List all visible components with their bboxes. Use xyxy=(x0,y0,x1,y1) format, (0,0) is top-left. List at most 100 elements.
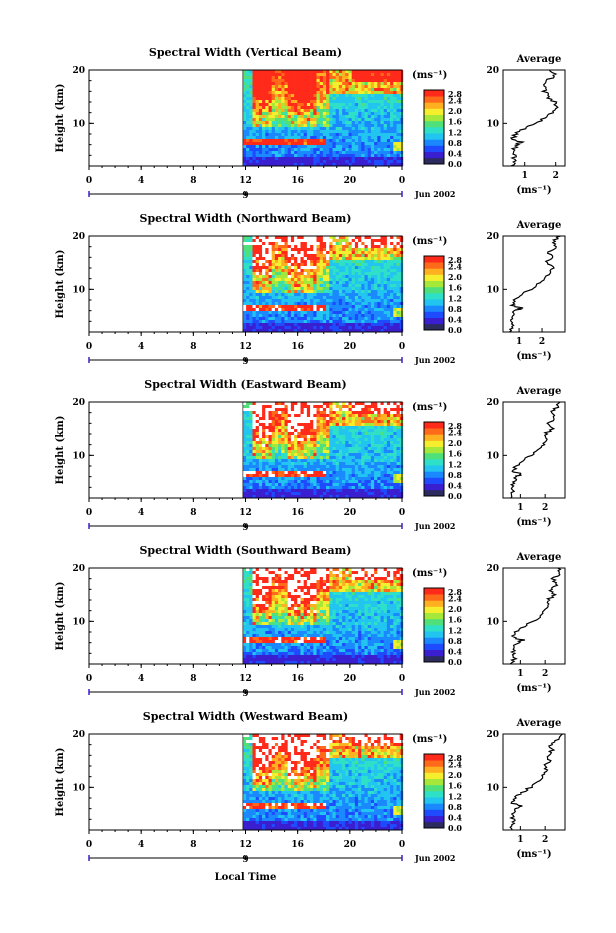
heatmap-cell xyxy=(278,438,282,441)
heatmap-cell xyxy=(333,290,337,293)
heatmap-cell xyxy=(349,88,353,91)
heatmap-cell xyxy=(397,492,401,495)
heatmap-cell xyxy=(333,242,337,245)
heatmap-cell xyxy=(259,471,263,474)
heatmap-cell xyxy=(358,311,362,314)
heatmap-cell xyxy=(329,127,333,130)
heatmap-cell xyxy=(400,245,404,248)
heatmap-cell xyxy=(291,450,295,453)
heatmap-cell xyxy=(243,260,247,263)
heatmap-cell xyxy=(301,483,305,486)
heatmap-cell xyxy=(249,79,253,82)
heatmap-cell xyxy=(249,160,253,163)
heatmap-cell xyxy=(397,91,401,94)
heatmap-cell xyxy=(259,85,263,88)
heatmap-cell xyxy=(333,91,337,94)
heatmap-cell xyxy=(361,133,365,136)
heatmap-cell xyxy=(393,311,397,314)
heatmap-cell xyxy=(336,263,340,266)
heatmap-cell xyxy=(272,447,276,450)
heatmap-cell xyxy=(320,242,324,245)
heatmap-cell xyxy=(285,492,289,495)
heatmap-cell xyxy=(313,405,317,408)
heatmap-cell xyxy=(393,290,397,293)
heatmap-cell xyxy=(297,145,301,148)
heatmap-cell xyxy=(329,76,333,79)
heatmap-cell xyxy=(336,278,340,281)
heatmap-cell xyxy=(281,142,285,145)
heatmap-cell xyxy=(246,471,250,474)
heatmap-cell xyxy=(361,290,365,293)
heatmap-cell xyxy=(291,103,295,106)
heatmap-cell xyxy=(333,130,337,133)
heatmap-cell xyxy=(323,429,327,432)
heatmap-cell xyxy=(390,456,394,459)
heatmap-cell xyxy=(323,130,327,133)
heatmap-cell xyxy=(345,263,349,266)
heatmap-cell xyxy=(288,296,292,299)
heatmap-cell xyxy=(400,314,404,317)
heatmap-cell xyxy=(307,308,311,311)
heatmap-cell xyxy=(393,296,397,299)
heatmap-cell xyxy=(317,115,321,118)
y-tick-label: 20 xyxy=(72,66,85,76)
heatmap-cell xyxy=(358,130,362,133)
heatmap-cell xyxy=(313,299,317,302)
heatmap-cell xyxy=(323,411,327,414)
heatmap-cell xyxy=(390,97,394,100)
heatmap-cell xyxy=(310,97,314,100)
heatmap-cell xyxy=(278,260,282,263)
heatmap-cell xyxy=(342,112,346,115)
heatmap-cell xyxy=(278,151,282,154)
heatmap-cell xyxy=(294,254,298,257)
heatmap-cell xyxy=(281,284,285,287)
heatmap-cell xyxy=(355,326,359,329)
y-tick-label: 20 xyxy=(72,232,85,242)
heatmap-cell xyxy=(326,251,330,254)
heatmap-cell xyxy=(358,293,362,296)
heatmap-cell xyxy=(339,73,343,76)
heatmap-cell xyxy=(390,486,394,489)
heatmap-cell xyxy=(329,290,333,293)
heatmap-cell xyxy=(355,112,359,115)
heatmap-cell xyxy=(272,438,276,441)
heatmap-cell xyxy=(246,429,250,432)
heatmap-cell xyxy=(288,429,292,432)
heatmap-cell xyxy=(336,314,340,317)
heatmap-cell xyxy=(265,489,269,492)
heatmap-cell xyxy=(275,453,279,456)
heatmap-cell xyxy=(288,450,292,453)
heatmap-cell xyxy=(294,139,298,142)
date-day-label: 9 xyxy=(242,191,248,201)
heatmap-cell xyxy=(342,281,346,284)
heatmap-cell xyxy=(246,91,250,94)
heatmap-cell xyxy=(288,323,292,326)
heatmap-cell xyxy=(249,441,253,444)
heatmap-cell xyxy=(313,435,317,438)
heatmap-cell xyxy=(249,269,253,272)
heatmap-cell xyxy=(288,269,292,272)
heatmap-cell xyxy=(249,492,253,495)
heatmap-cell xyxy=(355,121,359,124)
heatmap-cell xyxy=(243,459,247,462)
heatmap-cell xyxy=(253,453,257,456)
heatmap-cell xyxy=(400,106,404,109)
heatmap-cell xyxy=(345,242,349,245)
heatmap-cell xyxy=(342,245,346,248)
heatmap-cell xyxy=(387,489,391,492)
heatmap-cell xyxy=(365,154,369,157)
heatmap-cell xyxy=(243,266,247,269)
heatmap-cell xyxy=(384,136,388,139)
heatmap-cell xyxy=(368,281,372,284)
heatmap-cell xyxy=(294,121,298,124)
heatmap-cell xyxy=(384,432,388,435)
heatmap-cell xyxy=(320,290,324,293)
heatmap-cell xyxy=(313,317,317,320)
heatmap-cell xyxy=(336,474,340,477)
heatmap-cell xyxy=(294,94,298,97)
heatmap-cell xyxy=(246,248,250,251)
heatmap-cell xyxy=(249,242,253,245)
colorbar-tick-label: 0.4 xyxy=(448,314,462,324)
heatmap-cell xyxy=(358,471,362,474)
heatmap-cell xyxy=(285,290,289,293)
